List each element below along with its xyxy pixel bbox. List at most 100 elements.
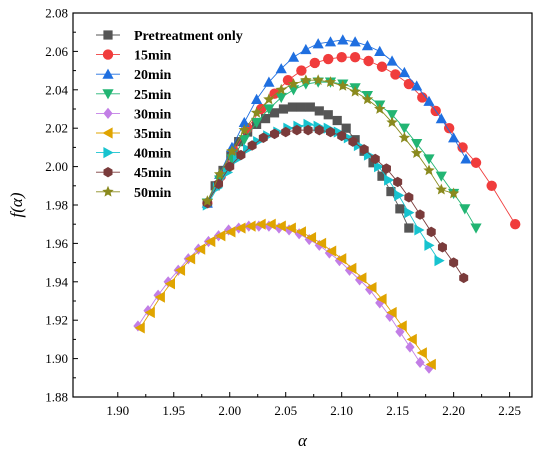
data-point xyxy=(361,40,374,51)
data-point xyxy=(349,51,361,63)
data-point xyxy=(263,76,275,87)
y-tick-label: 1.92 xyxy=(45,313,68,328)
data-point xyxy=(312,38,324,49)
legend-marker xyxy=(102,68,114,79)
data-point xyxy=(381,163,391,174)
data-point xyxy=(275,92,287,104)
legend-marker xyxy=(102,89,114,100)
data-point xyxy=(222,166,234,178)
y-tick-label: 1.98 xyxy=(45,198,68,213)
data-point xyxy=(394,189,405,201)
y-tick-label: 2.06 xyxy=(45,44,68,59)
legend-item: 30min xyxy=(96,107,172,122)
data-point xyxy=(349,36,361,47)
data-point xyxy=(133,320,143,332)
data-point xyxy=(374,45,386,56)
data-point xyxy=(312,74,324,86)
data-point xyxy=(443,123,455,134)
data-point xyxy=(470,157,482,168)
data-point xyxy=(356,272,367,284)
data-point xyxy=(337,34,349,45)
data-point xyxy=(423,164,435,176)
data-point xyxy=(275,220,286,232)
data-point xyxy=(143,305,153,317)
data-point xyxy=(226,145,238,157)
y-tick-label: 2.04 xyxy=(45,82,68,97)
data-point xyxy=(403,78,415,90)
data-point xyxy=(417,92,428,103)
data-point xyxy=(398,131,411,143)
data-point xyxy=(154,291,165,303)
data-point xyxy=(215,230,226,242)
data-point xyxy=(275,83,287,95)
data-point xyxy=(348,136,358,147)
data-point xyxy=(234,137,244,147)
data-point xyxy=(287,78,300,89)
data-point xyxy=(296,65,307,76)
x-tick-label: 2.05 xyxy=(274,403,297,418)
data-point xyxy=(281,126,291,138)
data-point xyxy=(424,239,435,251)
legend-marker xyxy=(102,185,114,197)
data-point xyxy=(263,104,275,115)
data-point xyxy=(287,51,300,62)
marks-layer xyxy=(133,34,521,374)
data-point xyxy=(326,245,337,257)
data-point xyxy=(300,79,312,90)
data-point xyxy=(386,55,398,66)
data-point xyxy=(398,66,410,78)
data-point xyxy=(341,123,351,133)
legend-label: 35min xyxy=(134,127,172,142)
data-point xyxy=(278,104,289,114)
data-point xyxy=(300,74,312,86)
data-point xyxy=(314,239,324,251)
data-point xyxy=(404,192,414,203)
data-point xyxy=(269,108,280,118)
data-point xyxy=(323,110,333,120)
data-point xyxy=(295,226,306,238)
data-point xyxy=(260,114,271,124)
data-point xyxy=(384,174,395,186)
data-point xyxy=(304,233,314,246)
legend-marker xyxy=(103,167,113,178)
data-point xyxy=(374,103,386,114)
data-point xyxy=(201,195,214,207)
legend-item: Pretreatment only xyxy=(96,29,243,44)
data-point xyxy=(144,306,155,319)
data-point xyxy=(365,283,375,296)
data-point xyxy=(415,209,425,220)
x-tick-label: 2.25 xyxy=(498,403,521,418)
data-point xyxy=(437,242,447,253)
y-tick-label: 2.08 xyxy=(45,6,68,21)
data-point xyxy=(184,253,196,265)
data-point xyxy=(238,124,250,135)
data-point xyxy=(414,224,425,236)
data-point xyxy=(303,124,313,136)
data-point xyxy=(359,144,369,155)
data-point xyxy=(395,204,405,214)
data-point xyxy=(164,278,175,290)
data-point xyxy=(336,51,347,63)
data-point xyxy=(314,106,324,116)
data-point xyxy=(386,110,398,121)
data-point xyxy=(255,218,266,230)
data-point xyxy=(275,63,287,74)
data-point xyxy=(470,223,482,234)
data-point xyxy=(324,36,337,47)
x-tick-label: 2.15 xyxy=(386,403,409,418)
y-tick-label: 2.02 xyxy=(45,121,68,136)
data-point xyxy=(346,262,357,274)
data-point xyxy=(376,293,387,305)
data-point xyxy=(285,222,296,234)
series-5 xyxy=(133,220,434,374)
data-point xyxy=(435,183,448,195)
legend: Pretreatment only 15min 20min 25min 30min 35m… xyxy=(96,29,243,201)
data-point xyxy=(361,93,374,105)
data-point xyxy=(305,232,317,244)
data-point xyxy=(213,168,226,180)
data-point xyxy=(315,237,327,249)
data-point xyxy=(269,88,280,99)
data-point xyxy=(410,147,423,159)
data-point xyxy=(258,132,268,143)
